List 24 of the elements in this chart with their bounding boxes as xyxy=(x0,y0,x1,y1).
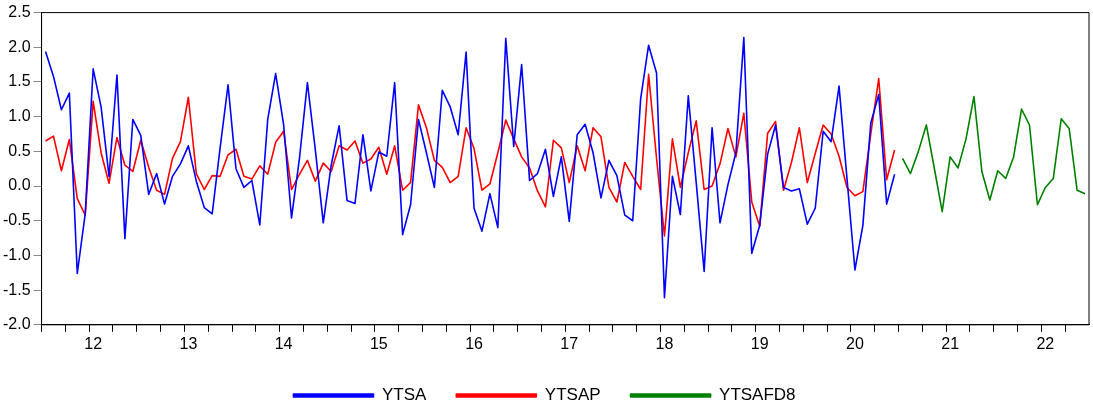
x-tick-label: 13 xyxy=(179,334,198,352)
x-tick-label: 22 xyxy=(1036,334,1055,352)
y-tick-label: -1.5 xyxy=(2,280,31,298)
x-tick-label: 16 xyxy=(465,334,484,352)
legend-label: YTSAFD8 xyxy=(719,385,796,405)
x-tick-label: 21 xyxy=(941,334,960,352)
y-tick-label: 2.5 xyxy=(8,3,31,21)
x-tick-label: 19 xyxy=(750,334,769,352)
y-tick-label: 0.0 xyxy=(8,176,31,194)
legend-label: YTSAP xyxy=(544,385,601,405)
x-tick-label: 14 xyxy=(274,334,293,352)
x-tick-label: 18 xyxy=(655,334,674,352)
x-tick-label: 12 xyxy=(84,334,103,352)
legend-label: YTSA xyxy=(381,385,427,405)
y-tick-label: 2.0 xyxy=(8,37,31,55)
x-tick-label: 17 xyxy=(560,334,579,352)
y-tick-label: -1.0 xyxy=(2,245,31,263)
y-tick-label: 1.5 xyxy=(8,72,31,90)
y-tick-label: -0.5 xyxy=(2,211,31,229)
x-tick-label: 20 xyxy=(846,334,864,352)
y-tick-label: 1.0 xyxy=(8,107,31,125)
x-tick-label: 15 xyxy=(369,334,388,352)
y-tick-label: -2.0 xyxy=(2,315,31,333)
y-tick-label: 0.5 xyxy=(8,141,31,159)
